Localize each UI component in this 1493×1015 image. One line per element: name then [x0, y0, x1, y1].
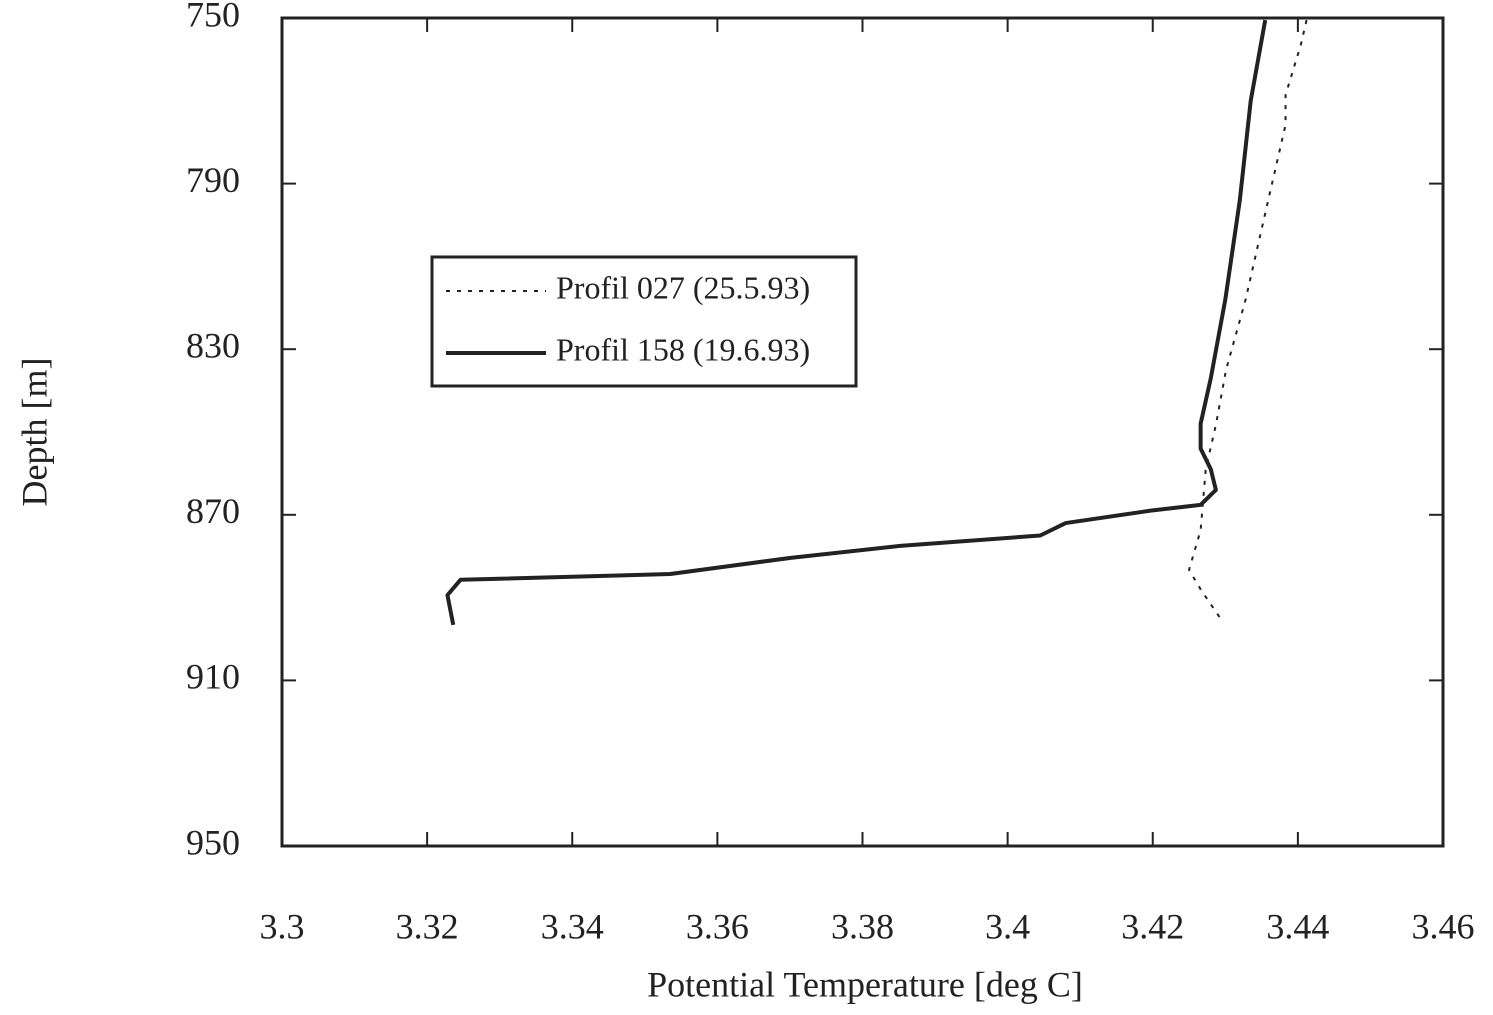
data-line: [1188, 19, 1308, 624]
x-tick-label: 3.44: [1266, 906, 1329, 946]
y-tick-label: 790: [186, 160, 240, 200]
x-tick-label: 3.34: [541, 906, 604, 946]
x-tick-label: 3.42: [1121, 906, 1184, 946]
legend-label: Profil 027 (25.5.93): [556, 269, 810, 305]
x-tick-label: 3.46: [1412, 906, 1475, 946]
y-axis-label: Depth [m]: [14, 358, 54, 507]
x-axis-label: Potential Temperature [deg C]: [647, 964, 1083, 1004]
legend-label: Profil 158 (19.6.93): [556, 331, 810, 367]
data-line: [445, 19, 1268, 626]
x-tick-label: 3.36: [686, 906, 749, 946]
x-tick-label: 3.32: [396, 906, 459, 946]
y-tick-label: 870: [186, 491, 240, 531]
x-tick-label: 3.38: [831, 906, 894, 946]
x-tick-label: 3.3: [260, 906, 305, 946]
x-tick-label: 3.4: [985, 906, 1030, 946]
plot-frame: [280, 16, 1445, 848]
legend-box: [430, 255, 858, 388]
y-tick-label: 830: [186, 325, 240, 365]
y-tick-label: 750: [186, 0, 240, 34]
y-tick-label: 950: [186, 822, 240, 862]
y-tick-label: 910: [186, 657, 240, 697]
